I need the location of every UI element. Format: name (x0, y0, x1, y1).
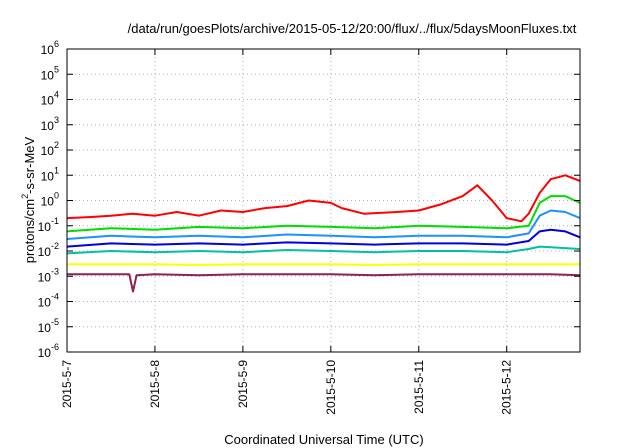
y-tick-label: 10-1 (38, 216, 59, 234)
series-line-5 (66, 245, 581, 255)
x-tick-label: 2015-5-8 (148, 360, 162, 408)
y-tick-label: 10-5 (38, 317, 59, 335)
series-line-1 (66, 174, 581, 223)
x-tick-label: 2015-5-10 (324, 360, 338, 415)
chart-title: /data/run/goesPlots/archive/2015-05-12/2… (128, 21, 577, 36)
series-line-7 (67, 273, 581, 293)
y-tick-label: 102 (41, 140, 59, 158)
grid (67, 49, 580, 352)
y-tick-label: 10-4 (38, 292, 59, 310)
y-tick-label: 10-2 (38, 241, 59, 259)
x-tick-label: 2015-5-12 (500, 360, 514, 415)
y-tick-label: 10-6 (38, 342, 59, 360)
y-tick-label: 100 (41, 191, 59, 209)
x-axis: 2015-5-7 2015-5-8 2015-5-9 2015-5-10 2015-5-… (60, 49, 514, 415)
y-tick-label: 105 (41, 64, 59, 82)
y-tick-label: 101 (41, 165, 59, 183)
x-tick-label: 2015-5-7 (60, 360, 74, 408)
y-tick-label: 104 (41, 90, 59, 108)
x-tick-label: 2015-5-11 (412, 360, 426, 414)
series-line-4 (66, 228, 581, 248)
y-tick-label: 106 (41, 39, 59, 57)
x-tick-label: 2015-5-9 (236, 360, 250, 408)
y-axis-label: protons/cm2-s-sr-MeV (20, 136, 37, 263)
series-line-3 (66, 209, 581, 240)
y-tick-label: 103 (41, 115, 59, 133)
y-axis: 10-6 10-5 10-4 10-3 10-2 10-1 100 101 102 103 104 1… (38, 39, 580, 360)
series-layer (66, 174, 581, 293)
x-axis-label: Coordinated Universal Time (UTC) (224, 432, 423, 447)
series-line-6 (67, 263, 580, 266)
y-tick-label: 10-3 (38, 266, 59, 284)
series-line-2 (66, 195, 581, 233)
